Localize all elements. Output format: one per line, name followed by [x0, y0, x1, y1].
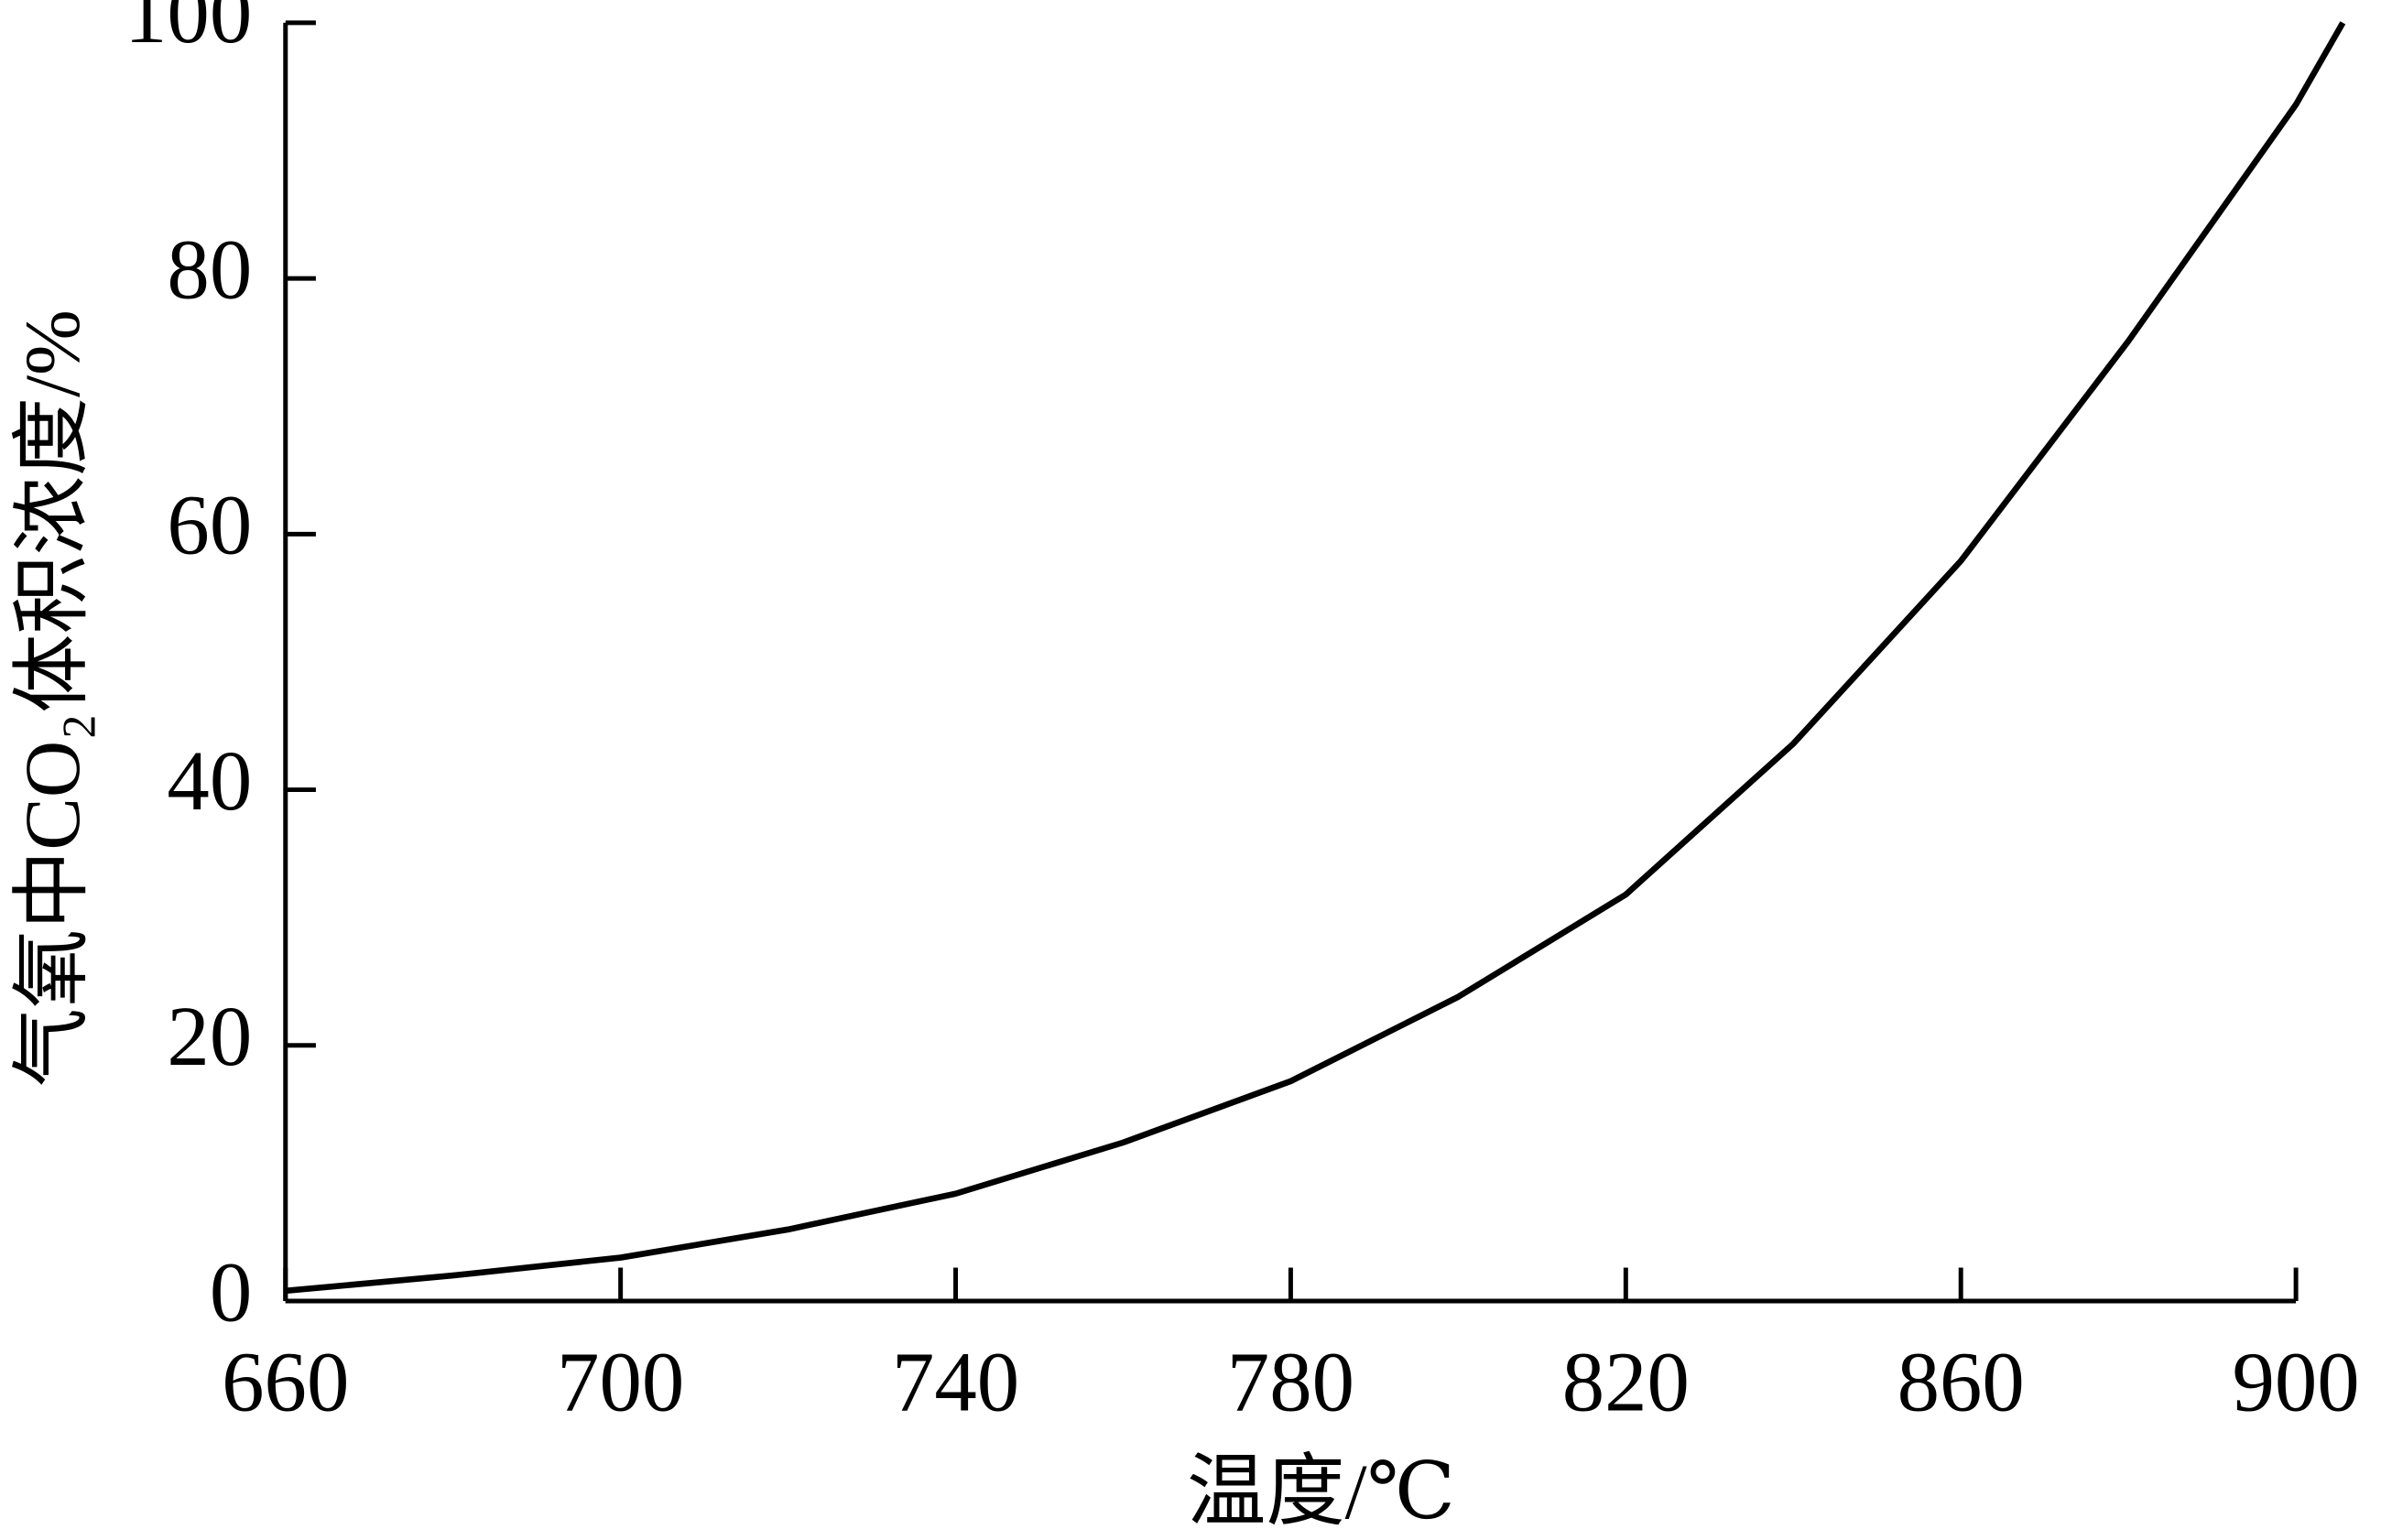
y-tick-label: 40 [167, 734, 252, 829]
x-tick-label: 820 [1562, 1335, 1690, 1429]
y-axis-label: 气氧中CO₂体积浓度/% [8, 309, 96, 1087]
y-tick-label: 20 [167, 990, 252, 1084]
x-tick-label: 900 [2232, 1335, 2359, 1429]
y-tick-label: 60 [167, 479, 252, 573]
x-tick-label: 740 [892, 1335, 1019, 1429]
y-tick-label: 100 [125, 0, 252, 61]
x-tick-label: 780 [1227, 1335, 1354, 1429]
y-tick-label: 80 [167, 222, 252, 317]
y-tick-label: 0 [210, 1245, 252, 1339]
data-line [285, 21, 2346, 1295]
x-tick-label: 660 [222, 1335, 349, 1429]
x-tick-label: 860 [1897, 1335, 2025, 1429]
x-tick-label: 700 [557, 1335, 684, 1429]
x-axis-label: 温度/℃ [1187, 1448, 1455, 1535]
